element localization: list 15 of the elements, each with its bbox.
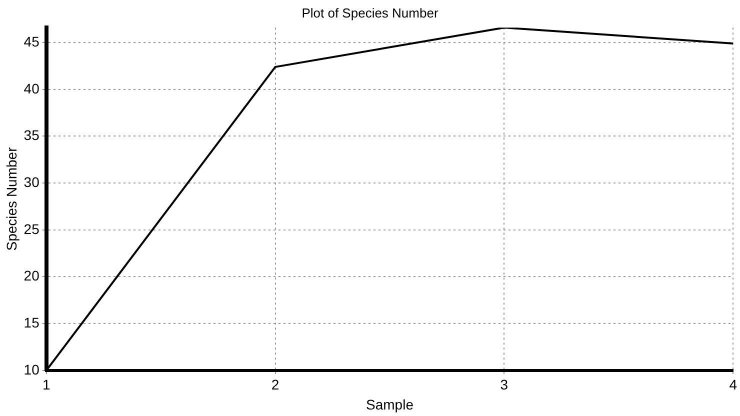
x-tick-label: 1 (42, 376, 50, 393)
y-tick-label: 10 (24, 361, 40, 378)
y-tick-label: 45 (24, 33, 40, 50)
y-tick-label: 15 (24, 314, 40, 330)
x-axis-title: Sample (366, 396, 414, 412)
y-tick-label: 40 (24, 80, 40, 96)
y-tick-label: 30 (24, 174, 40, 190)
x-tick-label: 4 (729, 376, 738, 393)
chart-title: Plot of Species Number (302, 5, 439, 20)
y-tick-label: 20 (24, 268, 40, 284)
y-tick-label: 35 (24, 127, 40, 144)
y-tick-label: 25 (24, 220, 40, 237)
y-axis-title: Species Number (3, 146, 20, 251)
x-tick-label: 3 (500, 376, 508, 393)
x-tick-label: 2 (271, 376, 280, 393)
